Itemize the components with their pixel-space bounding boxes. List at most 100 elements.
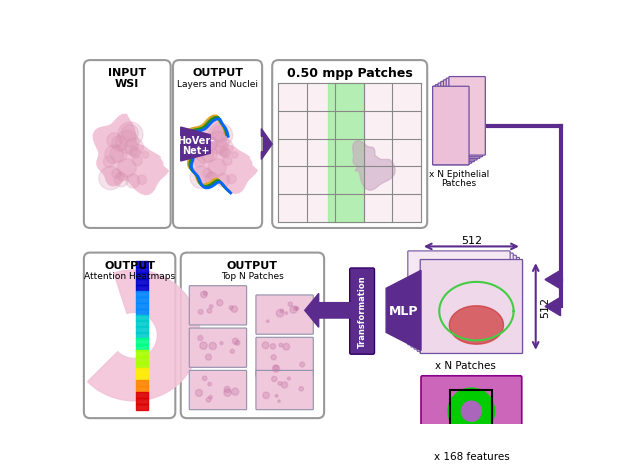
Text: x N Patches: x N Patches [435, 360, 495, 370]
Polygon shape [212, 126, 228, 142]
FancyBboxPatch shape [441, 82, 477, 160]
Polygon shape [103, 157, 115, 168]
Bar [136, 261, 148, 268]
Polygon shape [266, 320, 269, 323]
Polygon shape [118, 123, 143, 148]
Polygon shape [288, 302, 292, 307]
FancyBboxPatch shape [180, 253, 324, 418]
Text: Layers and Nuclei: Layers and Nuclei [177, 79, 258, 89]
Text: OUTPUT: OUTPUT [192, 68, 243, 78]
FancyBboxPatch shape [414, 256, 516, 349]
Bar [136, 392, 148, 398]
Polygon shape [229, 306, 233, 310]
Polygon shape [220, 342, 223, 345]
Bar [136, 338, 148, 345]
FancyBboxPatch shape [421, 376, 522, 446]
Polygon shape [386, 271, 421, 351]
Polygon shape [185, 117, 257, 194]
Polygon shape [283, 344, 290, 350]
Polygon shape [118, 159, 136, 178]
Polygon shape [195, 389, 202, 397]
Polygon shape [116, 131, 139, 154]
Polygon shape [195, 157, 205, 168]
Text: OUTPUT: OUTPUT [227, 260, 278, 270]
Bar [136, 303, 148, 309]
FancyBboxPatch shape [433, 87, 469, 166]
Text: 512: 512 [461, 236, 482, 246]
Polygon shape [216, 174, 230, 188]
Polygon shape [224, 389, 231, 397]
Polygon shape [209, 124, 233, 148]
Polygon shape [196, 146, 214, 164]
Polygon shape [204, 292, 207, 296]
Polygon shape [137, 176, 147, 185]
Polygon shape [232, 338, 239, 345]
Polygon shape [296, 307, 299, 310]
Polygon shape [449, 306, 504, 345]
Bar [136, 285, 148, 291]
Polygon shape [224, 387, 230, 393]
Polygon shape [261, 129, 272, 160]
Bar [136, 380, 148, 387]
Bar [136, 321, 148, 327]
Polygon shape [220, 149, 230, 159]
FancyBboxPatch shape [417, 258, 520, 352]
Bar [136, 327, 148, 333]
Polygon shape [545, 271, 561, 289]
Polygon shape [274, 366, 278, 370]
Polygon shape [287, 377, 291, 380]
Polygon shape [223, 157, 232, 166]
Polygon shape [299, 387, 303, 391]
Polygon shape [262, 342, 269, 349]
Polygon shape [88, 270, 200, 401]
Polygon shape [112, 169, 122, 179]
FancyBboxPatch shape [435, 86, 472, 164]
Polygon shape [99, 167, 122, 190]
Text: WSI: WSI [115, 79, 140, 89]
FancyBboxPatch shape [256, 337, 313, 377]
Bar [136, 386, 148, 393]
Polygon shape [142, 152, 148, 159]
Polygon shape [198, 336, 203, 341]
Polygon shape [207, 172, 215, 180]
Polygon shape [273, 365, 280, 372]
Polygon shape [353, 141, 395, 191]
Text: Patches: Patches [442, 178, 477, 188]
FancyBboxPatch shape [433, 87, 469, 166]
Polygon shape [130, 149, 141, 159]
Polygon shape [282, 382, 287, 388]
FancyBboxPatch shape [189, 286, 246, 325]
Polygon shape [93, 115, 168, 195]
Bar [136, 350, 148, 357]
Bar [328, 84, 364, 222]
FancyBboxPatch shape [173, 61, 262, 228]
FancyBboxPatch shape [420, 260, 522, 354]
Polygon shape [209, 396, 212, 399]
Text: Attention Heatmaps: Attention Heatmaps [84, 272, 175, 280]
Polygon shape [263, 392, 269, 399]
Bar [451, 391, 492, 432]
FancyBboxPatch shape [408, 251, 510, 345]
Bar [136, 333, 148, 339]
FancyBboxPatch shape [256, 295, 313, 335]
FancyBboxPatch shape [256, 371, 313, 410]
FancyBboxPatch shape [189, 328, 246, 367]
Bar [136, 404, 148, 410]
Polygon shape [198, 310, 203, 315]
Bar [136, 309, 148, 315]
Polygon shape [290, 307, 297, 314]
Text: Transformation: Transformation [358, 275, 367, 347]
Polygon shape [205, 354, 212, 360]
Polygon shape [209, 159, 227, 177]
Bar [136, 345, 148, 351]
Polygon shape [276, 310, 284, 317]
Polygon shape [122, 125, 138, 142]
Polygon shape [129, 147, 138, 156]
Polygon shape [203, 169, 212, 178]
Polygon shape [198, 134, 212, 149]
FancyBboxPatch shape [272, 61, 428, 228]
Polygon shape [202, 376, 207, 381]
Polygon shape [126, 175, 140, 188]
Bar [136, 398, 148, 405]
Polygon shape [232, 152, 238, 159]
